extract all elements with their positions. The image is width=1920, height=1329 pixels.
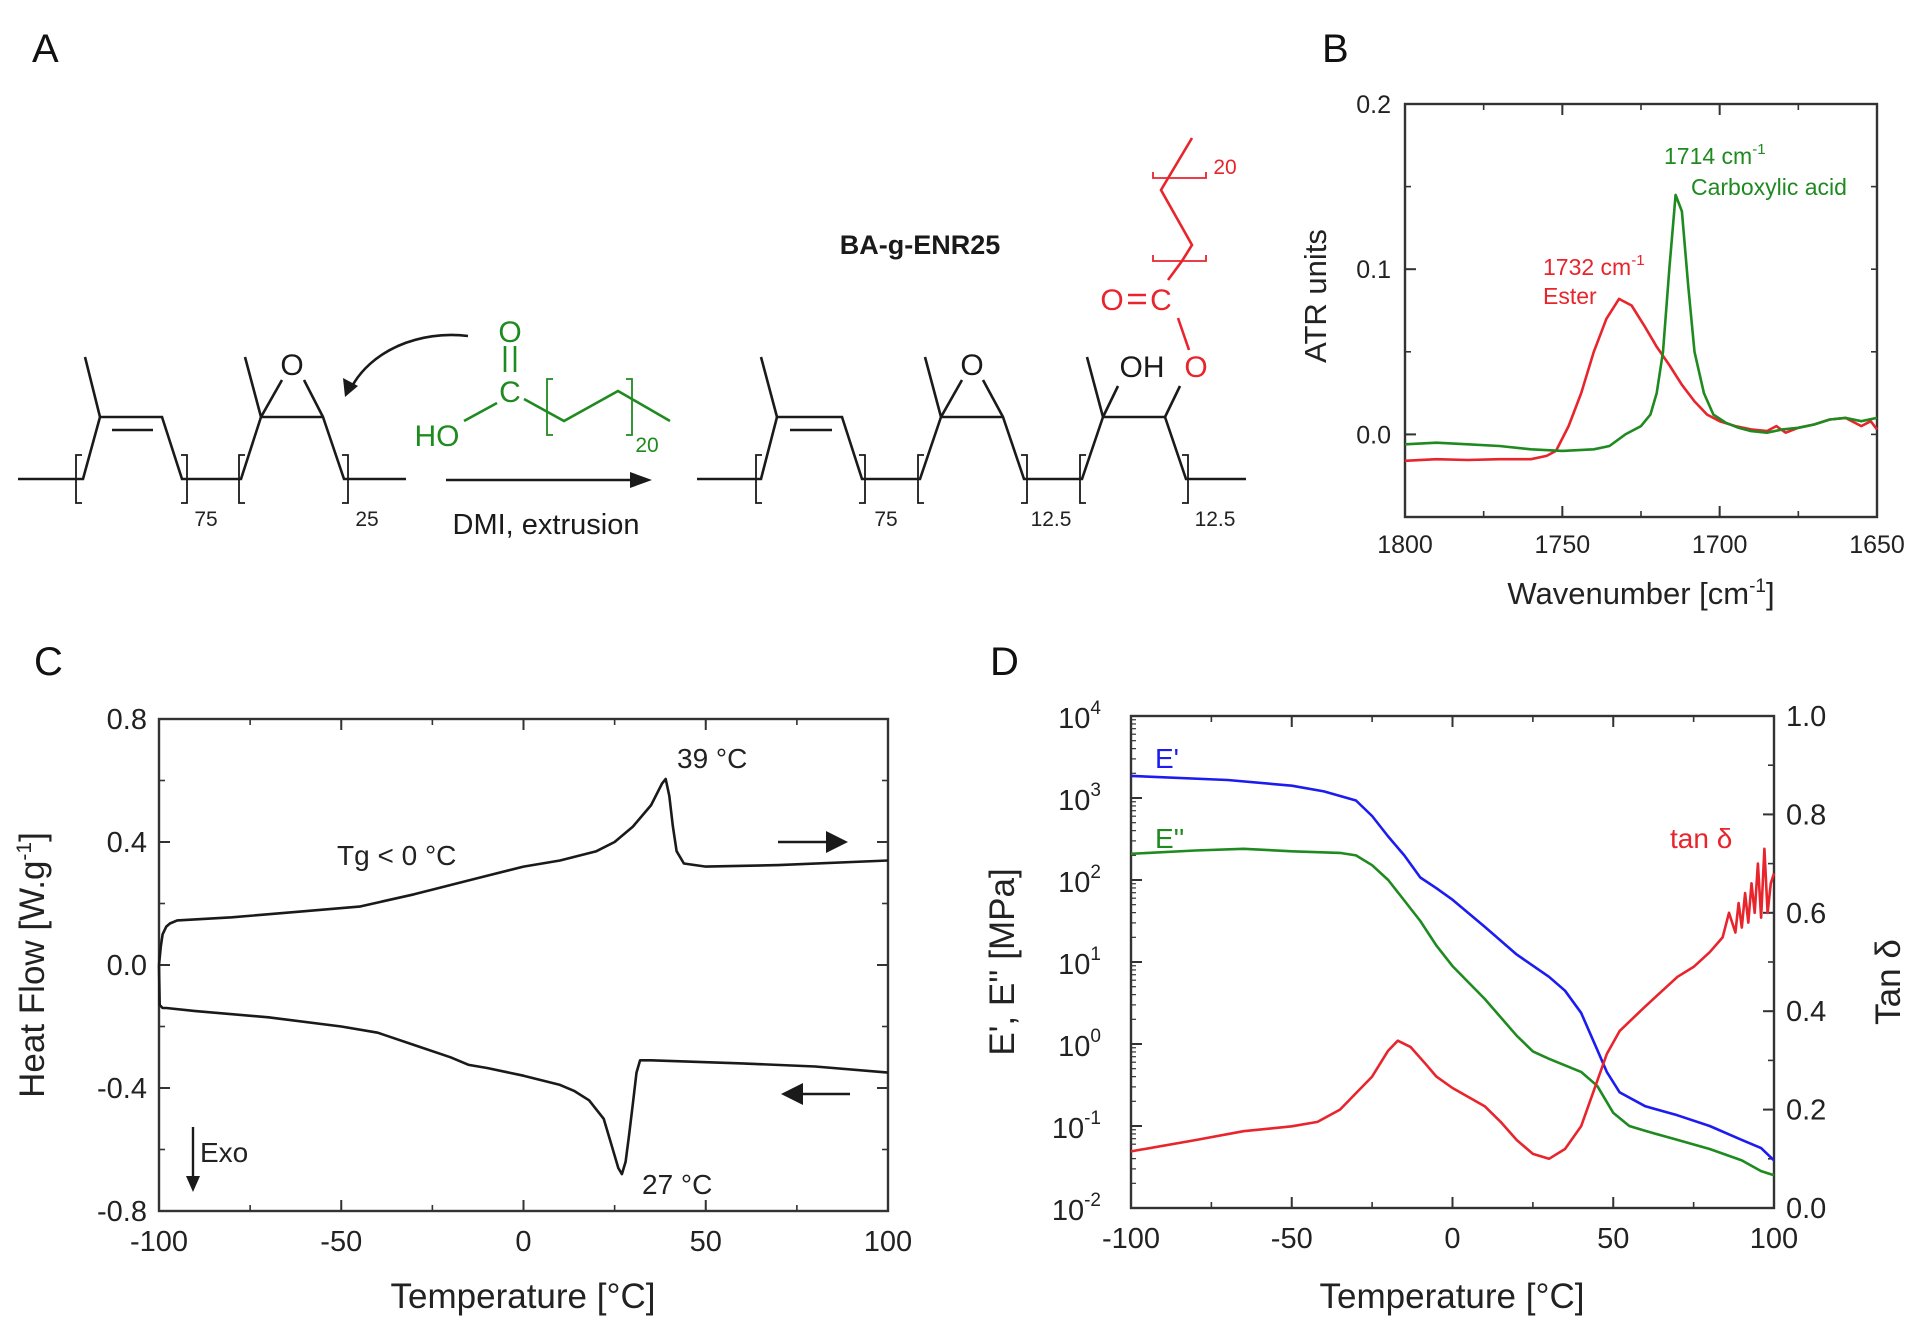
annotation-ester-label: Ester xyxy=(1543,283,1597,309)
x-tick-label: -100 xyxy=(1102,1223,1160,1255)
panel-label-a: A xyxy=(32,27,59,71)
scheme-labels: O O C HO 20 75 25 DMI, extrusion BA-g-EN… xyxy=(194,156,1236,541)
y-tick-label: 10-2 xyxy=(1052,1190,1101,1227)
x-axis-title: Wavenumber [cm-1] xyxy=(1507,576,1774,611)
y-tick-label: 102 xyxy=(1058,862,1101,899)
curved-arrow-icon xyxy=(348,333,469,391)
y2-axis-title: Tan δ xyxy=(1869,939,1908,1025)
annotation-acid-label: Carboxylic acid xyxy=(1691,174,1847,200)
y-tick-label: -0.8 xyxy=(97,1196,147,1228)
y-axis-title: E', E'' [MPa] xyxy=(983,868,1022,1055)
atom-o: O xyxy=(1100,284,1123,317)
plot-frame xyxy=(1403,102,1879,519)
grafted-behenate xyxy=(1128,137,1207,351)
group-oh: OH xyxy=(1120,351,1165,384)
y-tick-label: 0.0 xyxy=(1356,421,1391,449)
y-axis-title: ATR units xyxy=(1298,229,1333,363)
cooling-direction-arrow-icon xyxy=(781,1083,850,1105)
legend-e-double-prime: E'' xyxy=(1155,823,1184,854)
atom-o: O xyxy=(1184,351,1207,384)
repeat-count: 20 xyxy=(1213,156,1236,179)
annotation-acid-peak: 1714 cm-1 xyxy=(1664,141,1766,169)
panel-label-c: C xyxy=(34,640,63,684)
y2-tick-label: 0.8 xyxy=(1786,799,1826,831)
group-ho: HO xyxy=(415,420,460,453)
y-tick-label: 0.4 xyxy=(107,827,147,859)
x-tick-label: 100 xyxy=(864,1226,912,1258)
loss-modulus-curve xyxy=(1130,847,1775,1177)
reactant-polymer xyxy=(18,356,406,504)
product-name: BA-g-ENR25 xyxy=(840,230,1001,260)
dsc-curve-heating xyxy=(157,777,889,966)
y-tick-label: 101 xyxy=(1058,944,1101,981)
annotation-tg: Tg < 0 °C xyxy=(337,840,456,871)
annotation-ester-peak: 1732 cm-1 xyxy=(1543,252,1645,280)
y2-tick-label: 0.0 xyxy=(1786,1193,1826,1225)
x-tick-label: 1700 xyxy=(1692,531,1748,559)
y-tick-label: 100 xyxy=(1058,1026,1101,1063)
x-tick-label: -50 xyxy=(320,1226,362,1258)
legend-e-prime: E' xyxy=(1155,743,1179,774)
x-tick-label: 0 xyxy=(515,1226,531,1258)
x-tick-label: 100 xyxy=(1750,1223,1798,1255)
repeat-count: 75 xyxy=(874,508,897,531)
y2-tick-label: 0.4 xyxy=(1786,996,1826,1028)
series-line-red xyxy=(1404,297,1879,463)
y-tick-label: 0.1 xyxy=(1356,256,1391,284)
y-tick-label: -0.4 xyxy=(97,1073,147,1105)
y-axis-title: Heat Flow [W.g-1] xyxy=(13,832,52,1098)
heating-direction-arrow-icon xyxy=(778,831,848,853)
x-tick-label: 1650 xyxy=(1849,531,1905,559)
y2-tick-label: 1.0 xyxy=(1786,701,1826,733)
x-axis-title: Temperature [°C] xyxy=(1320,1277,1585,1316)
legend-tan-delta: tan δ xyxy=(1670,823,1732,854)
x-tick-label: 1750 xyxy=(1535,531,1591,559)
repeat-count: 12.5 xyxy=(1195,508,1236,531)
y-tick-label: 104 xyxy=(1058,698,1101,735)
series-line-green xyxy=(1404,193,1878,453)
atom-o: O xyxy=(960,349,983,382)
annotation-exo: Exo xyxy=(200,1137,248,1168)
dsc-chart: Heat Flow [W.g-1] Temperature [°C] 39 °C… xyxy=(13,704,912,1316)
repeat-count: 20 xyxy=(635,434,658,457)
x-tick-label: 1800 xyxy=(1377,531,1433,559)
x-axis-title: Temperature [°C] xyxy=(391,1277,656,1316)
storage-modulus-curve xyxy=(1130,774,1775,1162)
plot-frame xyxy=(157,717,890,1213)
y-tick-label: 10-1 xyxy=(1052,1108,1101,1145)
annotation-melting-peak: 39 °C xyxy=(677,743,747,774)
x-tick-label: -100 xyxy=(130,1226,188,1258)
x-tick-label: -50 xyxy=(1271,1223,1313,1255)
atom-c: C xyxy=(499,376,521,409)
arrowhead-icon xyxy=(343,378,358,397)
y2-tick-label: 0.6 xyxy=(1786,898,1826,930)
repeat-count: 25 xyxy=(355,508,378,531)
reaction-scheme xyxy=(18,137,1246,504)
y-tick-label: 0.8 xyxy=(107,704,147,736)
product-polymer xyxy=(697,356,1246,504)
y-tick-label: 0.2 xyxy=(1356,91,1391,119)
repeat-count: 12.5 xyxy=(1031,508,1072,531)
panel-label-d: D xyxy=(990,640,1019,684)
repeat-count: 75 xyxy=(194,508,217,531)
y-tick-label: 103 xyxy=(1058,780,1101,817)
dsc-curve-cooling xyxy=(157,964,889,1176)
ftir-chart: ATR units Wavenumber [cm-1] 1714 cm-1 Ca… xyxy=(1298,91,1905,611)
y2-tick-label: 0.2 xyxy=(1786,1095,1826,1127)
x-tick-label: 0 xyxy=(1444,1223,1460,1255)
annotation-crystallization-peak: 27 °C xyxy=(642,1169,712,1200)
behenic-acid xyxy=(463,346,671,436)
y-tick-label: 0.0 xyxy=(107,950,147,982)
atom-c: C xyxy=(1150,284,1172,317)
x-tick-label: 50 xyxy=(690,1226,722,1258)
tan-delta-curve xyxy=(1130,847,1776,1161)
reaction-conditions: DMI, extrusion xyxy=(453,509,640,541)
panel-label-b: B xyxy=(1322,27,1349,71)
exo-down-arrow-icon xyxy=(186,1127,200,1192)
x-tick-label: 50 xyxy=(1597,1223,1629,1255)
atom-o: O xyxy=(498,316,521,349)
dma-chart: E', E'' [MPa] Tan δ Temperature [°C] E' … xyxy=(983,698,1908,1316)
atom-o: O xyxy=(280,349,303,382)
